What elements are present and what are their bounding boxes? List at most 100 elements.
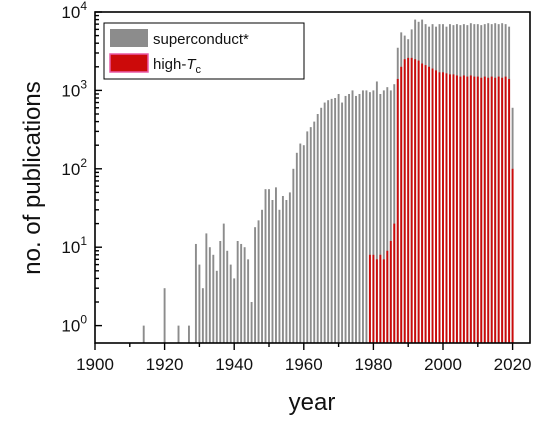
bar-high-tc-2007 (466, 76, 469, 343)
bar-high-tc-2004 (455, 75, 458, 343)
bar-superconduct-1929 (194, 243, 197, 343)
bar-high-tc-1997 (431, 68, 434, 344)
bar-superconduct-1931 (201, 288, 204, 343)
bar-high-tc-2017 (501, 77, 504, 343)
bar-superconduct-1973 (348, 93, 350, 344)
x-tick-label: 1920 (146, 355, 184, 374)
y-tick-label: 100 (61, 313, 87, 336)
bar-superconduct-1943 (243, 247, 246, 343)
bar-high-tc-1986 (393, 223, 396, 343)
bar-superconduct-1979 (368, 92, 371, 344)
bar-superconduct-1944 (247, 259, 250, 343)
bar-high-tc-2008 (469, 75, 472, 343)
bar-high-tc-2019 (508, 78, 511, 343)
y-tick-label: 104 (61, 0, 87, 22)
bar-superconduct-1983 (382, 90, 385, 344)
bar-superconduct-1969 (334, 98, 337, 343)
bar-superconduct-1948 (261, 209, 263, 343)
x-tick-label: 1960 (285, 355, 323, 374)
bar-high-tc-2010 (476, 76, 479, 343)
bar-high-tc-1984 (386, 250, 389, 343)
bar-superconduct-1952 (275, 187, 277, 343)
y-tick-label: 102 (61, 156, 87, 179)
bar-superconduct-1965 (320, 107, 323, 343)
ticks-layer: 1900 1920 1940 1960 1980 2000 2020 100 101 102 103… (61, 0, 531, 374)
y-tick-label: 101 (61, 234, 87, 257)
bar-high-tc-2003 (452, 74, 455, 344)
bar-superconduct-1980 (372, 90, 375, 344)
bar-superconduct-1934 (212, 254, 215, 343)
bar-high-tc-1990 (407, 57, 410, 344)
bar-superconduct-1955 (285, 200, 288, 343)
bar-high-tc-2014 (490, 76, 493, 343)
bar-superconduct-1924 (177, 325, 180, 343)
bar-high-tc-1980 (372, 254, 375, 343)
bar-high-tc-1998 (435, 70, 437, 343)
bar-superconduct-1951 (271, 200, 274, 343)
x-tick-label: 2000 (424, 355, 462, 374)
bar-superconduct-1982 (379, 93, 382, 344)
bar-high-tc-2011 (480, 77, 483, 343)
legend-swatch-superconduct (110, 29, 148, 47)
bar-superconduct-1986 (393, 84, 396, 343)
bar-superconduct-1930 (198, 264, 201, 343)
bar-superconduct-1938 (226, 250, 229, 343)
bar-superconduct-1970 (337, 93, 340, 344)
x-axis-title: year (289, 389, 336, 416)
bar-high-tc-1985 (389, 241, 392, 343)
bar-superconduct-1914 (142, 325, 145, 343)
bars-layer (142, 19, 514, 344)
bar-high-tc-2018 (504, 76, 507, 343)
legend: superconduct* high-Tc (103, 22, 305, 80)
bar-superconduct-1941 (236, 241, 239, 343)
bar-high-tc-2002 (449, 74, 451, 344)
bar-superconduct-1978 (365, 90, 368, 344)
bar-superconduct-1956 (288, 192, 291, 343)
plot-frame (94, 11, 531, 344)
bar-superconduct-1976 (358, 93, 361, 344)
bar-superconduct-1974 (351, 90, 354, 344)
bar-high-tc-1996 (428, 66, 431, 344)
bar-superconduct-1962 (309, 127, 312, 343)
bar-high-tc-2015 (494, 77, 497, 343)
bar-superconduct-1940 (233, 278, 236, 343)
bar-superconduct-1960 (302, 145, 305, 343)
bar-superconduct-1942 (240, 243, 243, 343)
bar-superconduct-1985 (389, 90, 392, 344)
bar-superconduct-1945 (250, 302, 253, 343)
bar-superconduct-1933 (208, 247, 211, 343)
bar-high-tc-2020 (511, 168, 514, 343)
bar-high-tc-2012 (483, 76, 486, 343)
bar-superconduct-1981 (375, 81, 378, 343)
bar-superconduct-1958 (295, 152, 298, 343)
bar-high-tc-1992 (414, 59, 417, 343)
legend-label-high-tc: high-Tc (153, 56, 202, 76)
bar-high-tc-1983 (382, 259, 385, 343)
bar-superconduct-1977 (362, 90, 364, 344)
bar-high-tc-2013 (487, 77, 490, 343)
bar-superconduct-1984 (386, 87, 389, 343)
bar-superconduct-1937 (222, 223, 225, 343)
bar-superconduct-1920 (163, 288, 166, 343)
bar-superconduct-1947 (257, 220, 260, 343)
bar-high-tc-1989 (403, 59, 406, 343)
bar-superconduct-1964 (316, 114, 319, 343)
bar-high-tc-1987 (396, 78, 399, 343)
bar-high-tc-1981 (375, 259, 378, 343)
bar-high-tc-1993 (417, 60, 420, 344)
bar-superconduct-1961 (306, 131, 309, 343)
bar-high-tc-1979 (368, 254, 371, 343)
bar-high-tc-1988 (400, 66, 403, 344)
legend-label-superconduct: superconduct* (153, 31, 249, 48)
bar-superconduct-1972 (344, 95, 347, 343)
bar-superconduct-1935 (215, 270, 218, 343)
y-axis-title: no. of publications (19, 81, 46, 274)
legend-swatch-high-tc (109, 53, 149, 73)
bar-high-tc-1995 (424, 65, 427, 343)
x-tick-label: 1900 (76, 355, 114, 374)
bar-superconduct-1975 (355, 95, 357, 343)
bar-high-tc-1991 (410, 57, 413, 344)
bar-high-tc-2000 (442, 72, 444, 343)
bar-superconduct-1939 (229, 264, 232, 343)
